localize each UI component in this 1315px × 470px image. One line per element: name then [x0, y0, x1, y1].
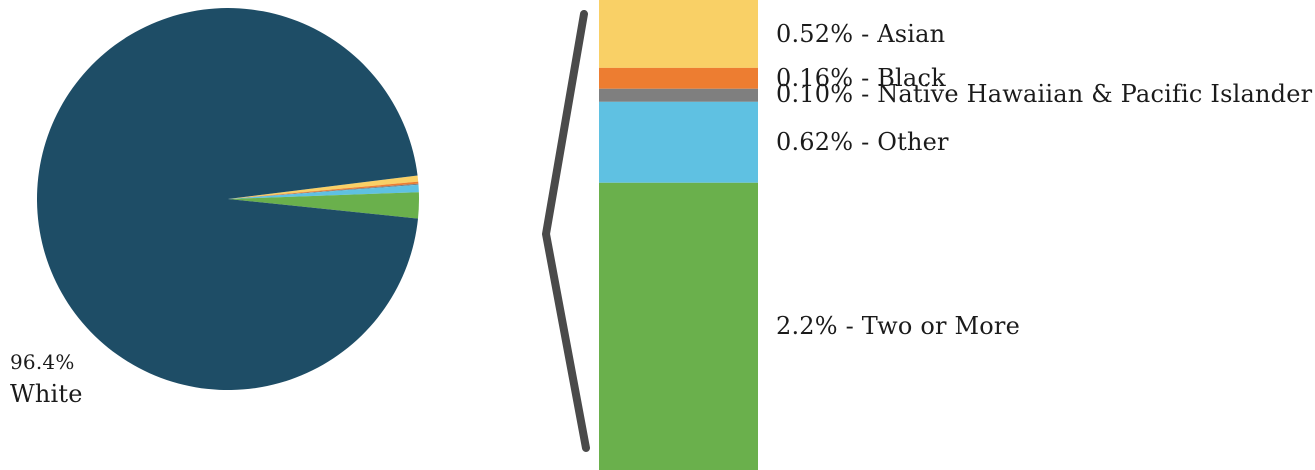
breakdown-value: 0.52% — [776, 19, 854, 48]
breakdown-label-3: 0.62% - Other — [776, 130, 949, 154]
breakdown-category: Black — [877, 64, 946, 93]
breakdown-bar — [599, 0, 758, 470]
breakdown-label-4: 2.2% - Two or More — [776, 314, 1020, 338]
pie-slice-4 — [228, 192, 420, 219]
breakdown-separator: - — [853, 128, 878, 157]
breakdown-category: Asian — [877, 19, 946, 48]
breakdown-category: Other — [877, 128, 949, 157]
breakdown-separator: - — [837, 312, 862, 341]
breakdown-label-0: 0.52% - Asian — [776, 22, 945, 46]
bar-segment-2 — [599, 88, 758, 102]
pie-slice-main — [37, 8, 418, 391]
pie-slice-1 — [228, 181, 419, 199]
pie-slice-2 — [228, 183, 419, 199]
breakdown-value: 2.2% — [776, 312, 838, 341]
pie — [37, 8, 420, 391]
bar-segment-4 — [599, 182, 758, 470]
pie-slice-3 — [228, 184, 419, 199]
pie-slice-0 — [228, 175, 419, 199]
main-slice-value: 96.4% — [10, 350, 75, 374]
pie-to-bar-connector — [542, 10, 590, 452]
breakdown-separator: - — [853, 19, 878, 48]
bar-segment-0 — [599, 0, 758, 68]
breakdown-value: 0.16% — [776, 64, 854, 93]
breakdown-label-2: 0.10% - Native Hawaiian & Pacific Island… — [776, 82, 1312, 106]
breakdown-value: 0.62% — [776, 128, 854, 157]
main-slice-label: 96.4% White — [10, 350, 83, 406]
breakdown-label-1: 0.16% - Black — [776, 66, 946, 90]
breakdown-category: Two or More — [861, 312, 1020, 341]
main-slice-category: White — [10, 380, 83, 408]
breakdown-separator: - — [853, 64, 878, 93]
breakdown-separator: - — [853, 80, 878, 109]
breakdown-value: 0.10% — [776, 80, 854, 109]
bar-segment-3 — [599, 101, 758, 183]
bar-segment-1 — [599, 67, 758, 89]
breakdown-category: Native Hawaiian & Pacific Islander — [877, 80, 1313, 109]
